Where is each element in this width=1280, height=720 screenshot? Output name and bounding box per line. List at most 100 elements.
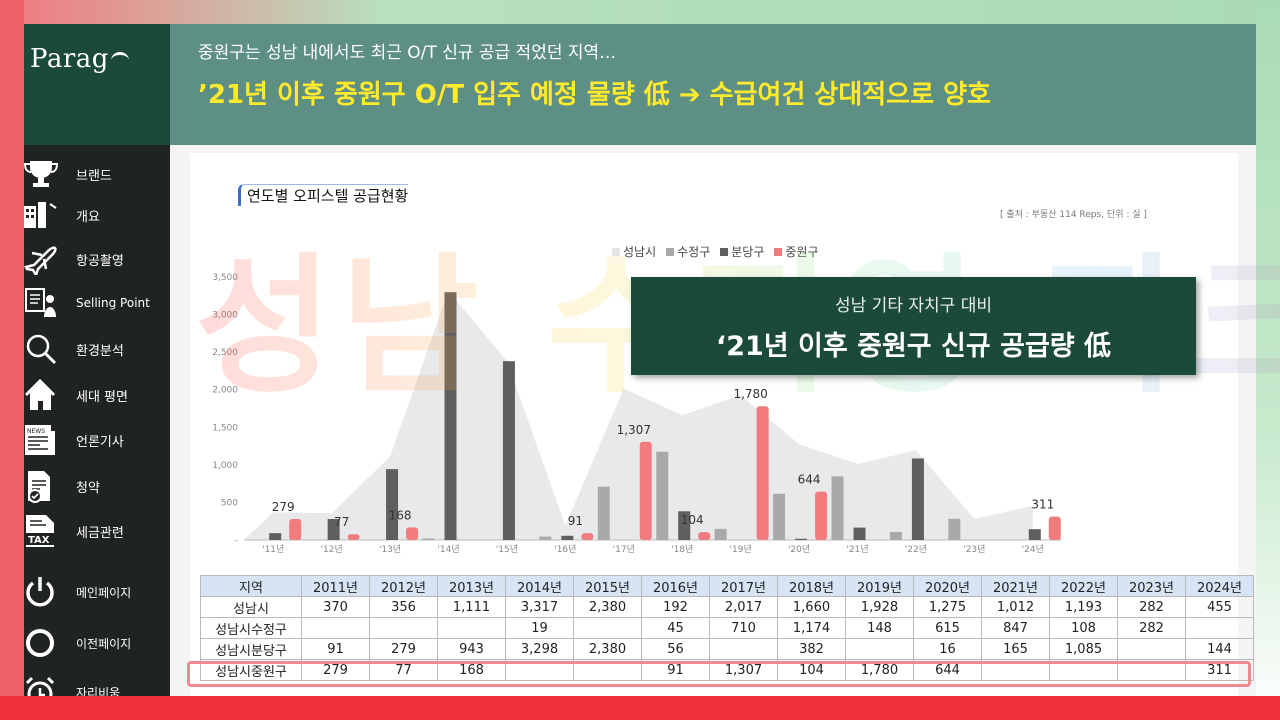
y-tick-label: 1,000 <box>212 461 238 471</box>
supply-table: 지역 2011년 2012년 2013년 2014년 2015년 2016년 2… <box>200 575 1254 681</box>
sidebar-item-aerial[interactable]: 항공촬영 <box>24 239 170 279</box>
data-label: 644 <box>798 473 821 487</box>
table-cell: 370 <box>301 596 370 618</box>
sidebar-item-label: 청약 <box>76 480 100 496</box>
sidebar-item-overview[interactable]: 개요 <box>24 195 170 235</box>
x-tick-label: '18년 <box>671 544 693 555</box>
bar-sujeong <box>714 528 727 540</box>
table-cell: 847 <box>981 617 1050 639</box>
data-label: 279 <box>272 500 295 514</box>
table-row: 성남시중원구 279 77 168 91 1,307 104 1,780 644 311 <box>200 659 1254 681</box>
sidebar-item-label: 세대 평면 <box>76 389 128 405</box>
frame-left <box>0 0 24 720</box>
table-header-cell: 2020년 <box>913 575 982 597</box>
table-header-cell: 2013년 <box>437 575 506 597</box>
sidebar-item-label: 브랜드 <box>76 168 112 184</box>
table-row: 성남시분당구 91 279 943 3,298 2,380 56 382 16 165 1,085 1… <box>200 638 1254 660</box>
sidebar-item-environment[interactable]: 환경분석 <box>24 329 170 369</box>
table-cell <box>573 617 642 639</box>
sidebar-item-label: 이전페이지 <box>76 636 132 651</box>
logo-box: Parag <box>24 24 170 145</box>
bar-bundang <box>853 527 866 540</box>
sidebar-item-floorplan[interactable]: 세대 평면 <box>24 375 170 415</box>
bar-bundang <box>795 538 808 540</box>
table-cell: 91 <box>301 638 370 660</box>
table-cell: 77 <box>369 659 438 681</box>
data-label: 1,307 <box>617 423 651 437</box>
x-tick-label: '19년 <box>730 544 752 555</box>
table-header-cell: 2022년 <box>1049 575 1118 597</box>
bar-jungwon <box>406 527 419 540</box>
bar-jungwon <box>1048 516 1061 540</box>
table-cell: 1,111 <box>437 596 506 618</box>
table-cell: 144 <box>1185 638 1254 660</box>
header-title: ’21년 이후 중원구 O/T 입주 예정 물량 低 ➔ 수급여건 상대적으로 … <box>198 80 991 110</box>
table-cell: 455 <box>1185 596 1254 618</box>
bar-jungwon <box>815 491 828 540</box>
table-header-cell: 2018년 <box>777 575 846 597</box>
table-cell <box>1049 659 1118 681</box>
table-header-cell: 2012년 <box>369 575 438 597</box>
table-cell: 615 <box>913 617 982 639</box>
table-cell: 1,660 <box>777 596 846 618</box>
callout-box: 성남 기타 자치구 대비 ‘21년 이후 중원구 신규 공급량 低 <box>631 277 1196 375</box>
table-cell: 56 <box>641 638 710 660</box>
table-cell: 2,017 <box>709 596 778 618</box>
bar-sujeong <box>889 531 902 540</box>
x-tick-label: '17년 <box>613 544 635 555</box>
table-row: 성남시수정구 19 45 710 1,174 148 615 847 108 282 <box>200 617 1254 639</box>
table-cell: 168 <box>437 659 506 681</box>
x-tick-label: '15년 <box>496 544 518 555</box>
table-row-label: 성남시수정구 <box>200 617 302 639</box>
x-tick-label: '14년 <box>437 544 459 555</box>
table-row: 성남시 370 356 1,111 3,317 2,380 192 2,017 1,660 1,9… <box>200 596 1254 618</box>
table-cell <box>437 617 506 639</box>
y-tick-label: 3,500 <box>212 273 238 283</box>
alarm-clock-icon <box>24 674 68 696</box>
table-cell: 192 <box>641 596 710 618</box>
bar-bundang <box>1028 529 1041 540</box>
sidebar-item-label: 세금관련 <box>76 525 124 541</box>
x-tick-label: '21년 <box>846 544 868 555</box>
sidebar-item-brand[interactable]: 브랜드 <box>24 154 170 194</box>
document-check-icon <box>24 468 68 504</box>
table-header-cell: 2011년 <box>301 575 370 597</box>
sidebar-item-previous-page[interactable]: 이전페이지 <box>24 623 170 663</box>
sidebar-item-main-page[interactable]: 메인페이지 <box>24 572 170 612</box>
sidebar-item-tax[interactable]: TAX 세금관련 <box>24 511 170 551</box>
bar-jungwon <box>289 519 302 540</box>
bar-bundang <box>561 535 574 540</box>
bar-sujeong <box>422 538 435 540</box>
source-note: [ 출처 : 부동산 114 Reps, 단위 : 실 ] <box>1000 210 1147 220</box>
table-cell: 1,012 <box>981 596 1050 618</box>
x-tick-label: '13년 <box>379 544 401 555</box>
sidebar-item-news[interactable]: NEWS 언론기사 <box>24 420 170 460</box>
table-cell: 644 <box>913 659 982 681</box>
bar-bundang <box>444 292 457 540</box>
table-cell: 2,380 <box>573 596 642 618</box>
table-cell: 279 <box>301 659 370 681</box>
bar-sujeong <box>597 486 610 540</box>
table-cell: 279 <box>369 638 438 660</box>
table-header-cell: 2016년 <box>641 575 710 597</box>
sidebar-item-subscription[interactable]: 청약 <box>24 466 170 506</box>
bar-jungwon <box>639 441 652 540</box>
bar-sujeong <box>831 476 844 540</box>
logo[interactable]: Parag <box>30 44 129 74</box>
data-label: 168 <box>389 508 412 522</box>
bar-sujeong <box>656 451 669 540</box>
header-subtitle: 중원구는 성남 내에서도 최근 O/T 신규 공급 적었던 지역… <box>198 43 617 63</box>
bar-jungwon <box>756 406 769 540</box>
sidebar-item-selling-point[interactable]: Selling Point <box>24 283 170 323</box>
sidebar-item-away[interactable]: 자리비움 <box>24 672 170 696</box>
bar-jungwon <box>581 533 594 540</box>
table-cell: 1,085 <box>1049 638 1118 660</box>
table-cell <box>573 659 642 681</box>
frame-right <box>1256 0 1280 720</box>
sidebar: Parag 브랜드 개요 항공촬영 Selling Point 환경분석 <box>24 24 170 696</box>
table-cell: 311 <box>1185 659 1254 681</box>
bar-bundang <box>386 469 399 540</box>
table-cell <box>981 659 1050 681</box>
data-label: 311 <box>1031 498 1054 512</box>
bar-bundang <box>911 458 924 540</box>
